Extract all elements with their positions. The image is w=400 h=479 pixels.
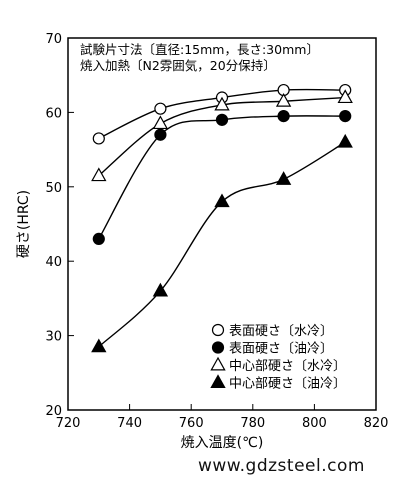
y-axis-label: 硬さ(HRC) [16,190,32,258]
annotation-line-2: 焼入加熱〔N2雰囲気，20分保持〕 [80,58,276,73]
series-markers [91,83,353,353]
data-point [337,133,353,148]
data-point [215,113,229,126]
axis-ticks: 720 740 760 780 800 820 20 30 40 50 60 70 [45,32,388,431]
x-tick-label: 800 [302,416,327,431]
y-tick-label: 60 [45,106,62,121]
annotation-line-1: 試験片寸法〔直径:15mm，長さ:30mm〕 [80,42,319,57]
legend-marker [211,341,225,354]
data-point [214,96,230,111]
legend-label: 表面硬さ〔水冷〕 [229,324,333,339]
data-point [275,93,292,107]
y-tick-label: 70 [45,32,62,47]
legend-marker [211,323,225,337]
x-axis-label: 焼入温度(℃) [181,435,264,451]
data-point [152,115,169,130]
y-tick-label: 30 [45,330,62,345]
data-point [91,167,107,182]
data-point [154,128,167,141]
legend-marker [210,374,226,388]
y-tick-label: 20 [45,404,62,419]
legend-label: 表面硬さ〔油冷〕 [229,342,333,357]
data-point [339,110,352,123]
legend-label: 中心部硬さ〔水冷〕 [229,359,346,374]
series-curves [98,88,346,348]
x-tick-label: 760 [179,416,204,431]
series-line [98,141,346,348]
y-tick-label: 40 [45,255,62,270]
data-point [154,102,167,115]
data-point [275,171,292,185]
legend-label: 中心部硬さ〔油冷〕 [229,377,346,392]
data-point [214,193,230,208]
x-tick-label: 740 [117,416,142,431]
x-tick-label: 820 [364,416,389,431]
data-point [277,110,290,123]
data-point [337,89,353,104]
plot-frame [67,37,377,411]
series-line [98,115,346,240]
x-tick-label: 720 [56,416,81,431]
x-tick-label: 780 [240,416,265,431]
data-point [92,232,105,245]
data-point [91,338,107,353]
data-point [92,132,105,145]
legend-marker [210,356,226,371]
data-point [152,282,169,297]
y-tick-label: 50 [45,181,62,196]
legend: 表面硬さ〔水冷〕表面硬さ〔油冷〕中心部硬さ〔水冷〕中心部硬さ〔油冷〕 [210,323,346,392]
watermark: www.gdzsteel.com [198,456,365,476]
